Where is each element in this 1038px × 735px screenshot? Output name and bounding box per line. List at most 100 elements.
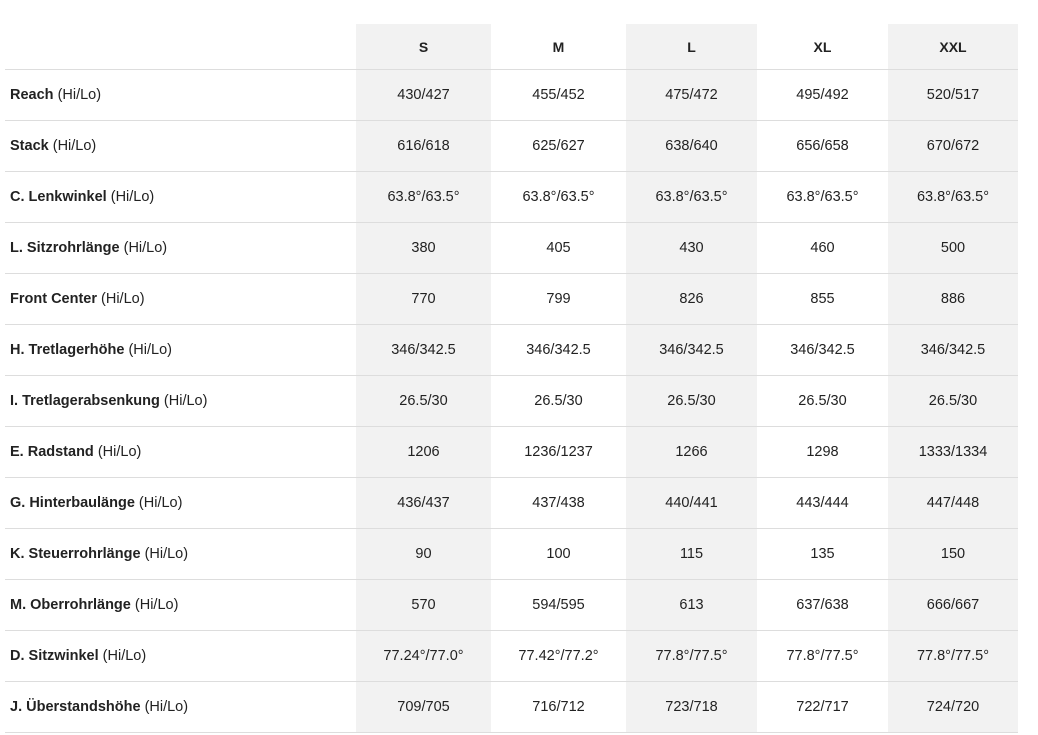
measurement-name: Front Center: [10, 291, 97, 307]
measurement-suffix: (Hi/Lo): [123, 240, 168, 256]
cell-l: 430: [626, 222, 757, 274]
measurement-suffix: (Hi/Lo): [134, 597, 179, 613]
cell-l: 77.8°/77.5°: [626, 630, 757, 682]
cell-s: 430/427: [356, 69, 491, 121]
cell-l: 723/718: [626, 681, 757, 733]
cell-s: 63.8°/63.5°: [356, 171, 491, 223]
table-row: H. Tretlagerhöhe (Hi/Lo) 346/342.5 346/342…: [5, 324, 1018, 376]
table-row: M. Oberrohrlänge (Hi/Lo) 570 594/595 613 637…: [5, 579, 1018, 631]
size-header-xxl: XXL: [888, 24, 1018, 70]
row-label: Front Center (Hi/Lo): [5, 273, 356, 325]
measurement-suffix: (Hi/Lo): [52, 138, 97, 154]
size-header-m: M: [491, 24, 626, 70]
cell-l: 1266: [626, 426, 757, 478]
cell-m: 77.42°/77.2°: [491, 630, 626, 682]
measurement-name: D. Sitzwinkel: [10, 648, 99, 664]
cell-l: 346/342.5: [626, 324, 757, 376]
row-label: K. Steuerrohrlänge (Hi/Lo): [5, 528, 356, 580]
measurement-name: I. Tretlagerabsenkung: [10, 393, 160, 409]
cell-s: 570: [356, 579, 491, 631]
cell-xxl: 1333/1334: [888, 426, 1018, 478]
measurement-name: L. Sitzrohrlänge: [10, 240, 120, 256]
cell-m: 1236/1237: [491, 426, 626, 478]
cell-xxl: 150: [888, 528, 1018, 580]
measurement-name: C. Lenkwinkel: [10, 189, 107, 205]
cell-l: 826: [626, 273, 757, 325]
row-label: C. Lenkwinkel (Hi/Lo): [5, 171, 356, 223]
table-row: J. Überstandshöhe (Hi/Lo) 709/705 716/712 7…: [5, 681, 1018, 733]
row-label: Stack (Hi/Lo): [5, 120, 356, 172]
row-label: I. Tretlagerabsenkung (Hi/Lo): [5, 375, 356, 427]
cell-l: 115: [626, 528, 757, 580]
cell-xl: 495/492: [757, 69, 888, 121]
measurement-suffix: (Hi/Lo): [110, 189, 155, 205]
measurement-name: E. Radstand: [10, 444, 94, 460]
cell-xl: 460: [757, 222, 888, 274]
measurement-name: H. Tretlagerhöhe: [10, 342, 125, 358]
cell-xl: 637/638: [757, 579, 888, 631]
cell-m: 455/452: [491, 69, 626, 121]
measurement-suffix: (Hi/Lo): [97, 444, 142, 460]
cell-s: 346/342.5: [356, 324, 491, 376]
cell-xl: 26.5/30: [757, 375, 888, 427]
cell-s: 436/437: [356, 477, 491, 529]
cell-s: 26.5/30: [356, 375, 491, 427]
header-row: S M L XL XXL: [5, 24, 1018, 70]
cell-s: 1206: [356, 426, 491, 478]
measurement-name: Reach: [10, 87, 54, 103]
cell-xxl: 26.5/30: [888, 375, 1018, 427]
cell-xl: 346/342.5: [757, 324, 888, 376]
cell-m: 26.5/30: [491, 375, 626, 427]
row-label: D. Sitzwinkel (Hi/Lo): [5, 630, 356, 682]
measurement-suffix: (Hi/Lo): [138, 495, 183, 511]
cell-l: 440/441: [626, 477, 757, 529]
table-row: E. Radstand (Hi/Lo) 1206 1236/1237 1266 1298…: [5, 426, 1018, 478]
row-label: H. Tretlagerhöhe (Hi/Lo): [5, 324, 356, 376]
cell-m: 405: [491, 222, 626, 274]
table-row: G. Hinterbaulänge (Hi/Lo) 436/437 437/438 4…: [5, 477, 1018, 529]
cell-s: 770: [356, 273, 491, 325]
table-row: I. Tretlagerabsenkung (Hi/Lo) 26.5/30 26.5…: [5, 375, 1018, 427]
size-header-xl: XL: [757, 24, 888, 70]
measurement-name: J. Überstandshöhe: [10, 699, 141, 715]
measurement-suffix: (Hi/Lo): [102, 648, 147, 664]
cell-l: 63.8°/63.5°: [626, 171, 757, 223]
cell-xxl: 447/448: [888, 477, 1018, 529]
measurement-name: G. Hinterbaulänge: [10, 495, 135, 511]
table-row: Reach (Hi/Lo) 430/427 455/452 475/472 495/49…: [5, 69, 1018, 121]
cell-m: 594/595: [491, 579, 626, 631]
cell-s: 380: [356, 222, 491, 274]
header-blank: [5, 24, 356, 70]
cell-m: 716/712: [491, 681, 626, 733]
measurement-suffix: (Hi/Lo): [144, 699, 189, 715]
cell-xl: 77.8°/77.5°: [757, 630, 888, 682]
geometry-table: S M L XL XXL Reach (Hi/Lo) 430/427 455/452…: [5, 24, 1018, 733]
cell-xl: 135: [757, 528, 888, 580]
cell-xl: 855: [757, 273, 888, 325]
cell-xl: 63.8°/63.5°: [757, 171, 888, 223]
cell-m: 100: [491, 528, 626, 580]
row-label: G. Hinterbaulänge (Hi/Lo): [5, 477, 356, 529]
cell-l: 26.5/30: [626, 375, 757, 427]
cell-l: 475/472: [626, 69, 757, 121]
cell-s: 90: [356, 528, 491, 580]
cell-xxl: 666/667: [888, 579, 1018, 631]
cell-xxl: 724/720: [888, 681, 1018, 733]
row-label: M. Oberrohrlänge (Hi/Lo): [5, 579, 356, 631]
cell-s: 616/618: [356, 120, 491, 172]
cell-m: 346/342.5: [491, 324, 626, 376]
size-header-s: S: [356, 24, 491, 70]
cell-xl: 656/658: [757, 120, 888, 172]
row-label: L. Sitzrohrlänge (Hi/Lo): [5, 222, 356, 274]
cell-xxl: 346/342.5: [888, 324, 1018, 376]
cell-s: 709/705: [356, 681, 491, 733]
cell-xxl: 670/672: [888, 120, 1018, 172]
measurement-suffix: (Hi/Lo): [144, 546, 189, 562]
table-row: C. Lenkwinkel (Hi/Lo) 63.8°/63.5° 63.8°/63…: [5, 171, 1018, 223]
cell-s: 77.24°/77.0°: [356, 630, 491, 682]
cell-xl: 722/717: [757, 681, 888, 733]
row-label: Reach (Hi/Lo): [5, 69, 356, 121]
cell-xl: 1298: [757, 426, 888, 478]
table-row: L. Sitzrohrlänge (Hi/Lo) 380 405 430 460 500: [5, 222, 1018, 274]
cell-xxl: 63.8°/63.5°: [888, 171, 1018, 223]
